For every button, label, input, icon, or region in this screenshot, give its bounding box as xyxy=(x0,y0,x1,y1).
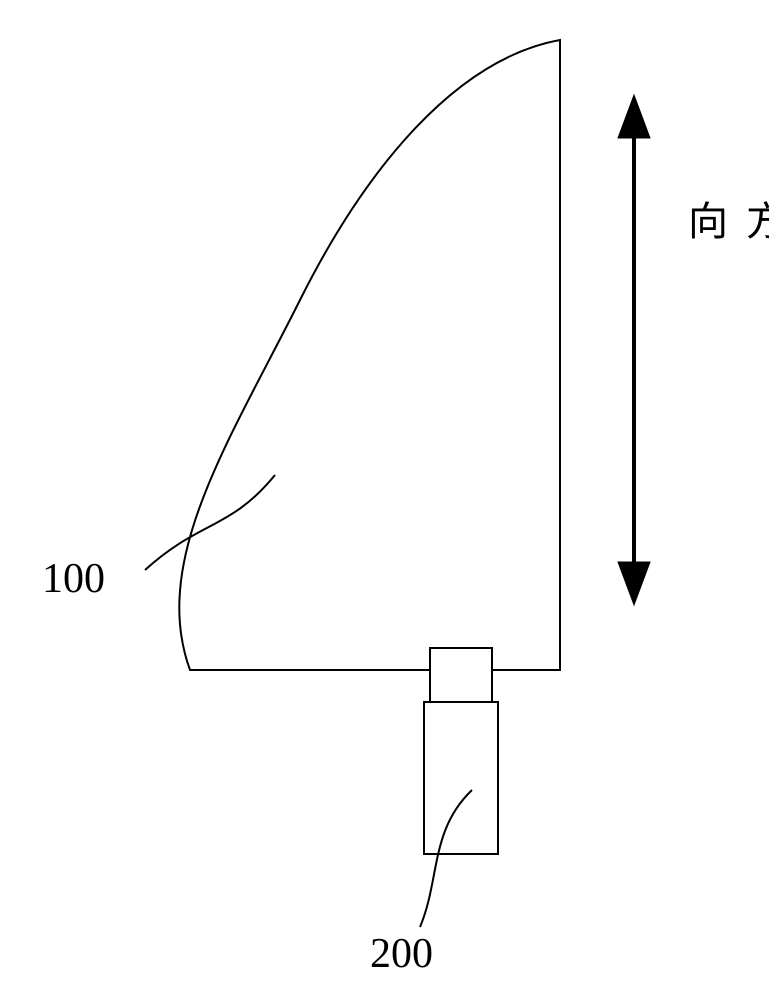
handle-lower xyxy=(424,702,498,854)
callout-label-100: 100 xyxy=(42,555,105,603)
vertical-direction-label: 竖直方向 xyxy=(675,200,769,248)
diagram-canvas xyxy=(0,0,769,986)
main-outline xyxy=(179,40,560,670)
handle-upper xyxy=(430,648,492,702)
vertical-arrow xyxy=(618,95,650,605)
callout-leader-100 xyxy=(145,475,275,570)
callout-label-200: 200 xyxy=(370,930,433,978)
callout-leader-200 xyxy=(420,790,472,927)
